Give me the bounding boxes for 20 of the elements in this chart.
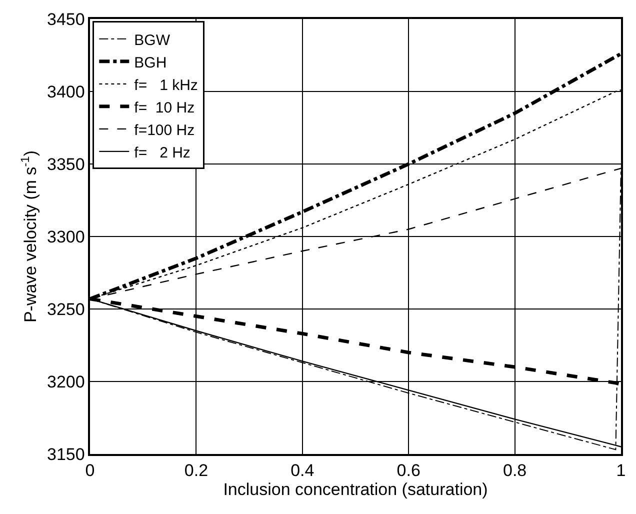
y-tick-label: 3150 [47, 444, 85, 464]
y-tick-label: 3350 [47, 154, 85, 174]
x-tick-label: 0.2 [184, 461, 208, 480]
legend-label: f= 2 Hz [134, 144, 190, 162]
x-tick-label: 0.4 [290, 461, 314, 480]
x-tick-label: 0.6 [396, 461, 420, 480]
legend-label: f= 1 kHz [134, 76, 198, 94]
y-tick-label: 3250 [47, 300, 85, 319]
y-tick-label: 3450 [47, 10, 85, 29]
x-tick-label: 0 [85, 461, 95, 480]
legend-label: BGH [134, 54, 167, 72]
x-tick-label: 0.8 [502, 461, 527, 480]
legend-label: f= 10 Hz [134, 99, 195, 116]
y-tick-label: 3300 [47, 227, 85, 246]
x-tick-label: 1 [616, 461, 626, 480]
legend-label: BGW [134, 32, 171, 49]
legend-label: f=100 Hz [134, 122, 195, 139]
y-tick-label: 3200 [47, 372, 85, 392]
x-axis-title: Inclusion concentration (saturation) [223, 480, 488, 500]
y-tick-label: 3400 [47, 82, 85, 102]
